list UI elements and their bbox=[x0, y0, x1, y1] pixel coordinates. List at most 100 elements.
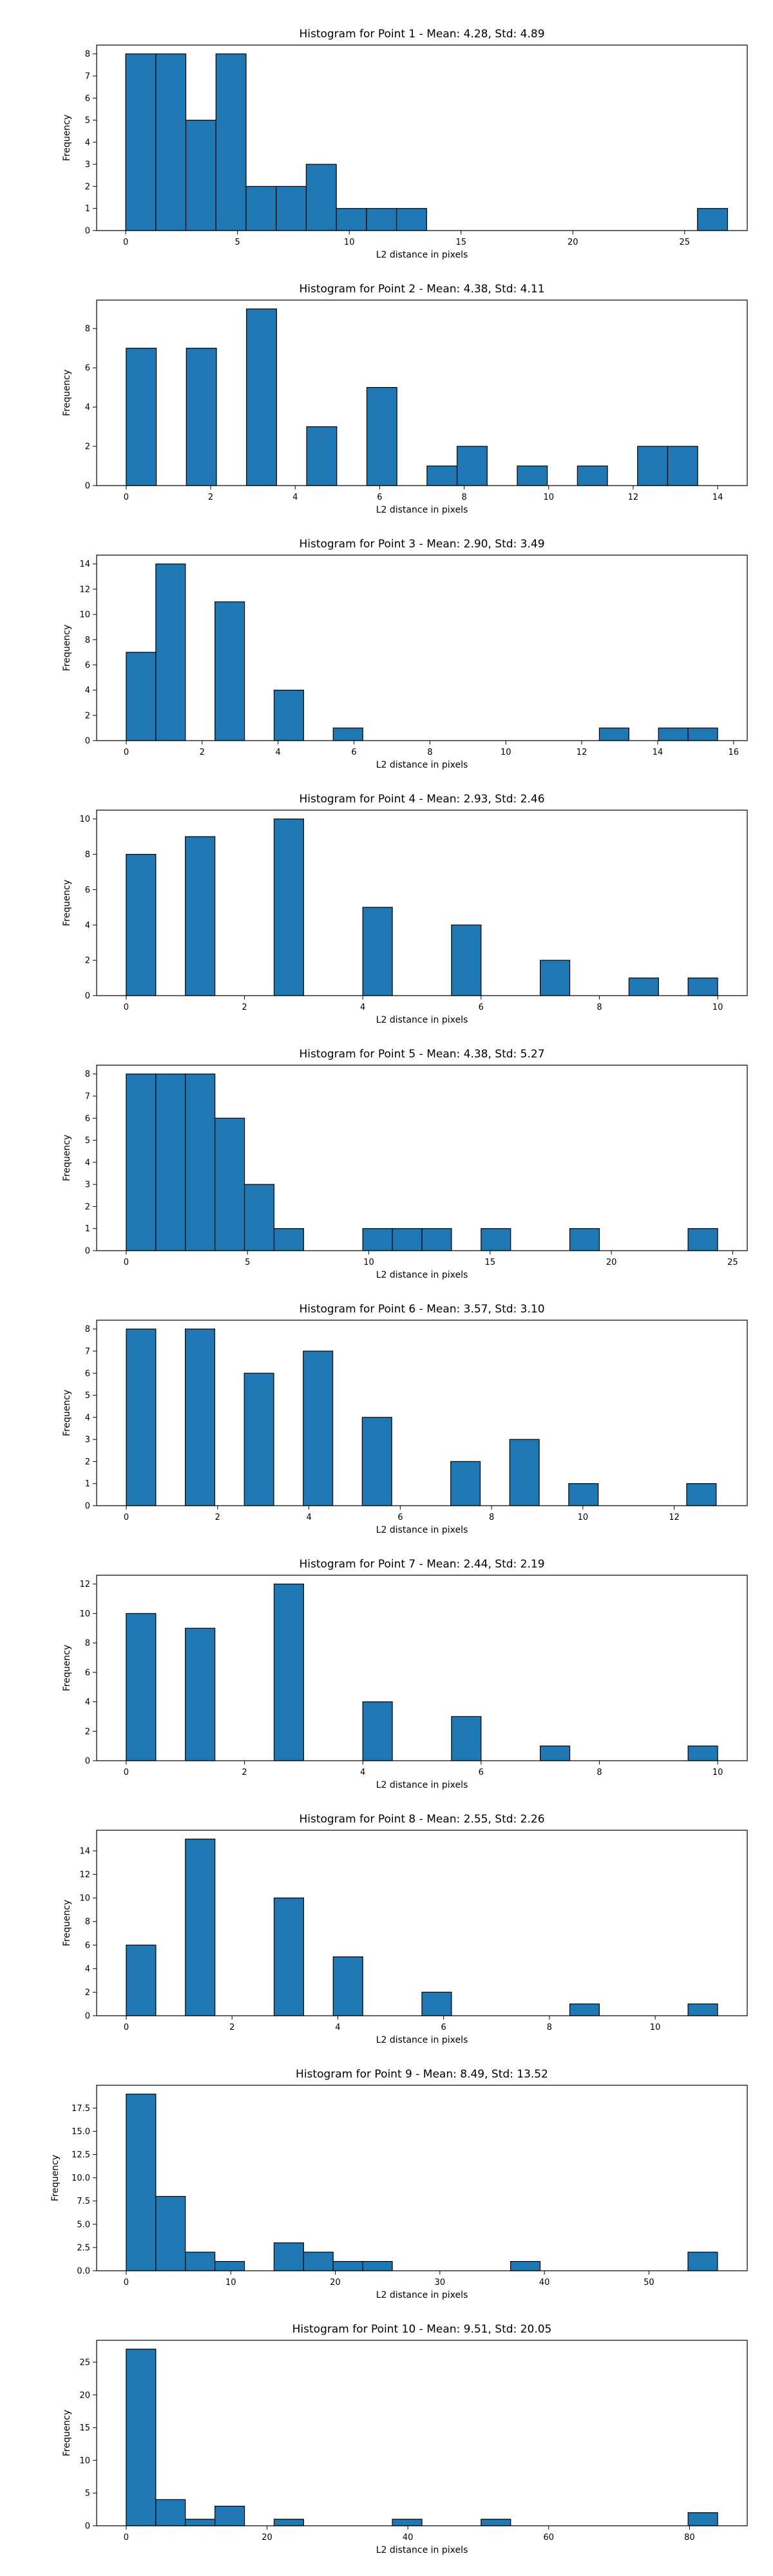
histogram-panel-2: Histogram for Point 2 - Mean: 4.38, Std:… bbox=[62, 283, 748, 515]
y-axis-label: Frequency bbox=[62, 880, 72, 926]
y-tick-label: 15.0 bbox=[72, 2127, 90, 2137]
histogram-bar bbox=[243, 1184, 275, 1251]
histogram-bar bbox=[126, 1613, 157, 1761]
x-tick-label: 0 bbox=[124, 2023, 129, 2032]
histogram-panel-4: Histogram for Point 4 - Mean: 2.93, Std:… bbox=[62, 793, 748, 1025]
y-tick-label: 2 bbox=[85, 182, 90, 192]
x-tick-label: 0 bbox=[124, 1768, 129, 1777]
y-tick-label: 8 bbox=[85, 1070, 90, 1079]
y-tick-label: 5 bbox=[85, 2489, 90, 2499]
y-tick-label: 2 bbox=[85, 1727, 90, 1737]
x-tick-label: 8 bbox=[547, 2023, 552, 2032]
histogram-bar bbox=[185, 2251, 216, 2271]
chart-title: Histogram for Point 7 - Mean: 2.44, Std:… bbox=[299, 1558, 544, 1571]
x-tick-label: 4 bbox=[276, 748, 281, 757]
axes-frame bbox=[96, 299, 748, 486]
x-axis-label: L2 distance in pixels bbox=[376, 250, 468, 260]
x-tick-label: 0 bbox=[123, 238, 128, 247]
y-tick-label: 25 bbox=[79, 2358, 90, 2368]
x-axis-label: L2 distance in pixels bbox=[376, 1015, 468, 1025]
histogram-bar bbox=[273, 690, 304, 741]
x-axis-label: L2 distance in pixels bbox=[376, 2545, 468, 2555]
x-tick-label: 4 bbox=[306, 1513, 311, 1522]
x-tick-label: 12 bbox=[577, 748, 587, 757]
x-tick-label: 20 bbox=[568, 238, 578, 247]
histogram-bar bbox=[245, 185, 277, 231]
axes-frame bbox=[96, 1065, 748, 1251]
x-tick-label: 6 bbox=[397, 1513, 403, 1522]
y-tick-label: 8 bbox=[85, 1325, 90, 1334]
histogram-panel-8: Histogram for Point 8 - Mean: 2.55, Std:… bbox=[62, 1813, 748, 2045]
histogram-panel-3: Histogram for Point 3 - Mean: 2.90, Std:… bbox=[62, 538, 748, 770]
y-tick-label: 7 bbox=[85, 1092, 90, 1102]
histogram-bar bbox=[510, 2260, 541, 2271]
y-tick-label: 12.5 bbox=[72, 2150, 90, 2160]
y-tick-label: 4 bbox=[85, 686, 90, 696]
histogram-bar bbox=[687, 2251, 718, 2271]
y-tick-label: 2 bbox=[85, 1457, 90, 1467]
y-axis-label: Frequency bbox=[50, 2155, 61, 2201]
histogram-bar bbox=[185, 836, 216, 996]
y-tick-label: 3 bbox=[85, 1435, 90, 1445]
histogram-bar bbox=[481, 2519, 511, 2526]
y-tick-label: 4 bbox=[85, 1698, 90, 1707]
y-axis-label: Frequency bbox=[62, 1390, 72, 1436]
y-tick-label: 6 bbox=[85, 661, 90, 670]
chart-title: Histogram for Point 10 - Mean: 9.51, Std… bbox=[292, 2323, 552, 2336]
x-tick-label: 2 bbox=[229, 2023, 234, 2032]
y-tick-label: 0 bbox=[85, 482, 90, 491]
histogram-bar bbox=[396, 208, 427, 231]
y-tick-label: 7 bbox=[85, 72, 90, 82]
histogram-bar bbox=[276, 185, 307, 231]
histogram-bar bbox=[336, 208, 367, 231]
y-tick-label: 1 bbox=[85, 1479, 90, 1489]
x-tick-label: 10 bbox=[578, 1513, 589, 1522]
histogram-bar bbox=[126, 2094, 157, 2271]
y-tick-label: 2 bbox=[85, 1988, 90, 1998]
x-tick-label: 2 bbox=[200, 748, 205, 757]
x-tick-label: 8 bbox=[427, 748, 432, 757]
histogram-bar bbox=[273, 1228, 304, 1251]
y-tick-label: 5 bbox=[85, 116, 90, 126]
histogram-bar bbox=[186, 348, 217, 486]
y-tick-label: 3 bbox=[85, 1180, 90, 1190]
y-tick-label: 8 bbox=[85, 850, 90, 860]
histogram-bar bbox=[451, 924, 482, 996]
histogram-bar bbox=[362, 1701, 393, 1761]
histogram-bar bbox=[569, 1228, 600, 1251]
histogram-bar bbox=[215, 2260, 245, 2271]
histogram-bar bbox=[568, 1483, 599, 1506]
histogram-bar bbox=[450, 1461, 481, 1506]
histogram-bar bbox=[126, 1074, 157, 1251]
x-tick-label: 15 bbox=[485, 1258, 496, 1267]
histogram-bar bbox=[392, 1228, 423, 1251]
histogram-bar bbox=[126, 348, 157, 486]
x-tick-label: 80 bbox=[684, 2533, 695, 2543]
x-tick-label: 10 bbox=[501, 748, 511, 757]
y-axis-label: Frequency bbox=[62, 1900, 72, 1946]
x-tick-label: 2 bbox=[215, 1513, 220, 1522]
y-tick-label: 0 bbox=[85, 1757, 90, 1766]
x-axis-label: L2 distance in pixels bbox=[376, 505, 468, 515]
y-tick-label: 0 bbox=[85, 2522, 90, 2532]
histogram-bar bbox=[332, 727, 363, 741]
y-tick-label: 15 bbox=[79, 2423, 90, 2433]
x-tick-label: 60 bbox=[543, 2533, 554, 2543]
histogram-bar bbox=[126, 1944, 157, 2016]
x-tick-label: 0 bbox=[124, 2278, 129, 2287]
histogram-bar bbox=[215, 601, 245, 741]
y-tick-label: 7.5 bbox=[77, 2197, 90, 2206]
y-tick-label: 5 bbox=[85, 1136, 90, 1146]
y-tick-label: 0 bbox=[85, 2012, 90, 2022]
y-tick-label: 2.5 bbox=[77, 2243, 90, 2253]
x-tick-label: 40 bbox=[539, 2278, 550, 2287]
axes-frame bbox=[96, 1320, 748, 1506]
chart-title: Histogram for Point 4 - Mean: 2.93, Std:… bbox=[299, 793, 544, 806]
y-tick-label: 6 bbox=[85, 1369, 90, 1379]
histogram-bar bbox=[303, 2251, 334, 2271]
histogram-bar bbox=[125, 53, 157, 231]
x-tick-label: 10 bbox=[650, 2023, 661, 2032]
histogram-bar bbox=[687, 727, 718, 741]
x-tick-label: 5 bbox=[245, 1258, 250, 1267]
